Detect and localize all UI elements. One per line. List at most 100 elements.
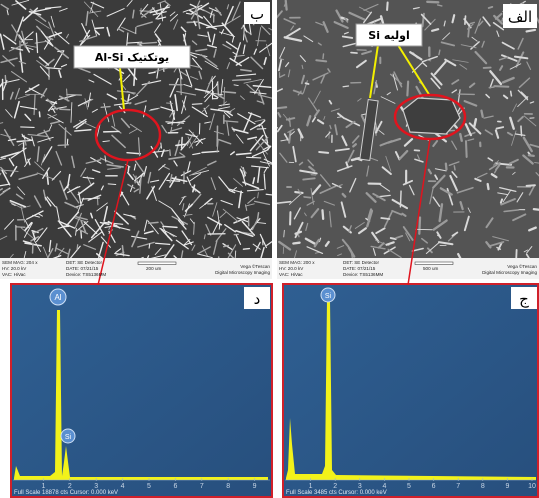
info-text: SEM MAG: 200 x [279,260,315,265]
axis-label: 2 [333,483,337,490]
axis-label: 6 [432,483,436,490]
brand-text: Digital Microscopy Imaging [482,270,537,275]
texture-line [81,231,82,238]
peak-label: Si [65,434,72,441]
si-crystal [403,98,460,134]
axis-label: 9 [253,483,257,490]
texture-line [419,217,420,233]
info-text: DATE: 07/21/15 [343,266,376,271]
spectrum-footer: Full Scale 18878 cts Cursor: 0.000 keV [14,490,118,496]
texture-line [77,245,78,250]
texture-line [247,157,261,158]
texture-line [489,87,494,88]
axis-label: 4 [121,483,125,490]
brand-text: Vega ©Tescan [507,263,537,269]
panel-letter: د [254,290,261,308]
info-text: DET: SE Detector [343,260,379,265]
texture-line [323,54,324,59]
callout-label: یوتکتیک Al-Si [95,51,169,64]
info-text: DATE: 07/21/15 [66,266,99,271]
texture-line [489,7,493,8]
panel-letter: الف [508,8,532,26]
texture-line [295,192,302,193]
texture-line [534,209,539,210]
texture-line [338,117,342,118]
texture-line [170,150,171,155]
texture-line [438,5,442,6]
axis-label: 3 [94,483,98,490]
axis-label: 1 [309,483,313,490]
texture-line [474,119,476,126]
texture-line [494,86,508,87]
texture-line [427,2,438,3]
texture-line [529,155,534,156]
axis-label: 8 [481,483,485,490]
texture-line [171,127,172,131]
spectrum-footer: Full Scale 3485 cts Cursor: 0.000 keV [286,490,387,496]
callout-label: اولیه Si [368,29,409,42]
texture-line [375,125,376,135]
texture-line [243,249,249,250]
axis-label: 7 [200,483,204,490]
texture-line [149,244,150,248]
texture-line [293,243,299,244]
texture-line [481,111,482,117]
info-text: HV: 20.0 kV [2,266,27,271]
texture-line [101,107,110,108]
info-bar [0,258,272,279]
peak-label: Al [54,293,61,302]
info-text: VAC: HiVac [279,272,303,277]
texture-line [192,104,201,105]
texture-line [316,60,326,61]
info-text: DET: SE Detector [66,260,102,265]
scale-text: 200 um [146,266,161,271]
texture-line [108,184,116,185]
texture-line [501,199,502,202]
panel-letter: ب [250,5,264,23]
axis-label: 8 [226,483,230,490]
peak-label: Si [325,293,332,300]
texture-line [466,141,467,157]
texture-line [298,234,299,237]
spectrum-panel [11,284,272,497]
texture-line [182,137,183,147]
axis-label: 2 [68,483,72,490]
texture-line [306,83,309,84]
figure: یوتکتیک Al-Si اولیه Si ب الف د ج Al Si S… [0,0,539,498]
axis-label: 5 [147,483,151,490]
texture-line [60,109,70,110]
scale-text: 500 um [423,266,438,271]
info-bar [277,258,539,279]
texture-line [527,185,535,186]
texture-line [319,152,328,153]
texture-line [322,210,323,219]
texture-line [488,184,489,189]
texture-line [343,86,348,87]
texture-line [304,197,310,198]
info-text: Device: TS5136MM [343,272,383,277]
texture-line [284,230,285,237]
axis-label: 3 [358,483,362,490]
texture-line [289,131,290,142]
axis-label: 6 [173,483,177,490]
texture-line [303,178,314,179]
texture-line [446,164,447,170]
brand-text: Vega ©Tescan [240,263,270,269]
texture-line [381,218,389,219]
texture-line [161,143,162,148]
texture-line [432,29,438,31]
info-text: SEM MAG: 204 x [2,260,38,265]
axis-label: 9 [505,483,509,490]
info-text: HV: 20.0 kV [279,266,304,271]
scale-bar [415,262,453,265]
panel-letter: ج [519,290,529,309]
texture-line [387,3,388,10]
info-text: Device: TS5136MM [66,272,106,277]
axis-label: 5 [407,483,411,490]
texture-line [58,145,68,146]
axis-label: 7 [456,483,460,490]
axis-label: 1 [41,483,45,490]
texture-line [527,30,535,32]
spectrum-panel [283,284,538,497]
texture-line [407,82,408,96]
